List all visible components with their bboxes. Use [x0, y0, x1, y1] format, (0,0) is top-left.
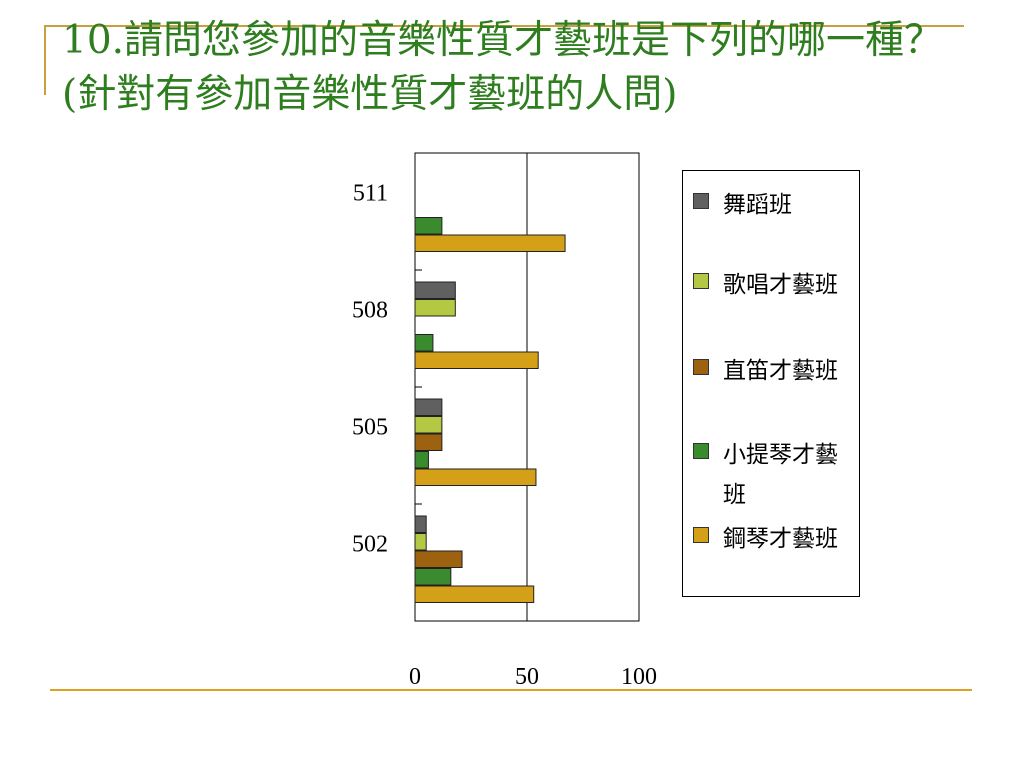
x-tick-label: 50: [515, 664, 539, 690]
legend-swatch: [693, 527, 709, 543]
decorative-bottom-line: [50, 689, 972, 691]
decorative-top-line: [44, 25, 964, 27]
category-label: 511: [353, 181, 388, 207]
decorative-vertical-line: [44, 25, 46, 95]
legend-label: 直笛才藝班: [723, 358, 838, 384]
legend-label: 小提琴才藝班: [723, 442, 838, 508]
legend-label: 舞蹈班: [723, 192, 792, 218]
bar: [414, 334, 434, 352]
bar: [414, 217, 443, 235]
x-tick-label: 100: [621, 664, 657, 690]
category-label: 508: [352, 298, 388, 324]
bar: [414, 433, 443, 451]
bar: [414, 416, 443, 434]
x-tick-label: 0: [409, 664, 421, 690]
bar: [414, 234, 566, 252]
category-label: 505: [352, 415, 388, 441]
legend-swatch: [693, 193, 709, 209]
chart-legend: 舞蹈班 歌唱才藝班 直笛才藝班 小提琴才藝班 鋼琴才藝班: [682, 170, 860, 597]
slide-title: 10.請問您參加的音樂性質才藝班是下列的哪一種？(針對有參加音樂性質才藝班的人問…: [62, 18, 944, 117]
bar: [414, 550, 463, 568]
legend-swatch: [693, 443, 709, 459]
bar: [414, 568, 452, 586]
category-label: 502: [352, 532, 388, 558]
legend-label: 歌唱才藝班: [723, 272, 838, 298]
bar: [414, 585, 535, 603]
bar: [414, 451, 429, 469]
bar: [414, 281, 456, 299]
legend-label: 鋼琴才藝班: [723, 526, 838, 552]
bar: [414, 351, 539, 369]
bar: [414, 299, 456, 317]
bar: [414, 515, 427, 533]
legend-swatch: [693, 273, 709, 289]
bar: [414, 468, 537, 486]
bar: [414, 533, 427, 551]
bar: [414, 398, 443, 416]
legend-swatch: [693, 359, 709, 375]
